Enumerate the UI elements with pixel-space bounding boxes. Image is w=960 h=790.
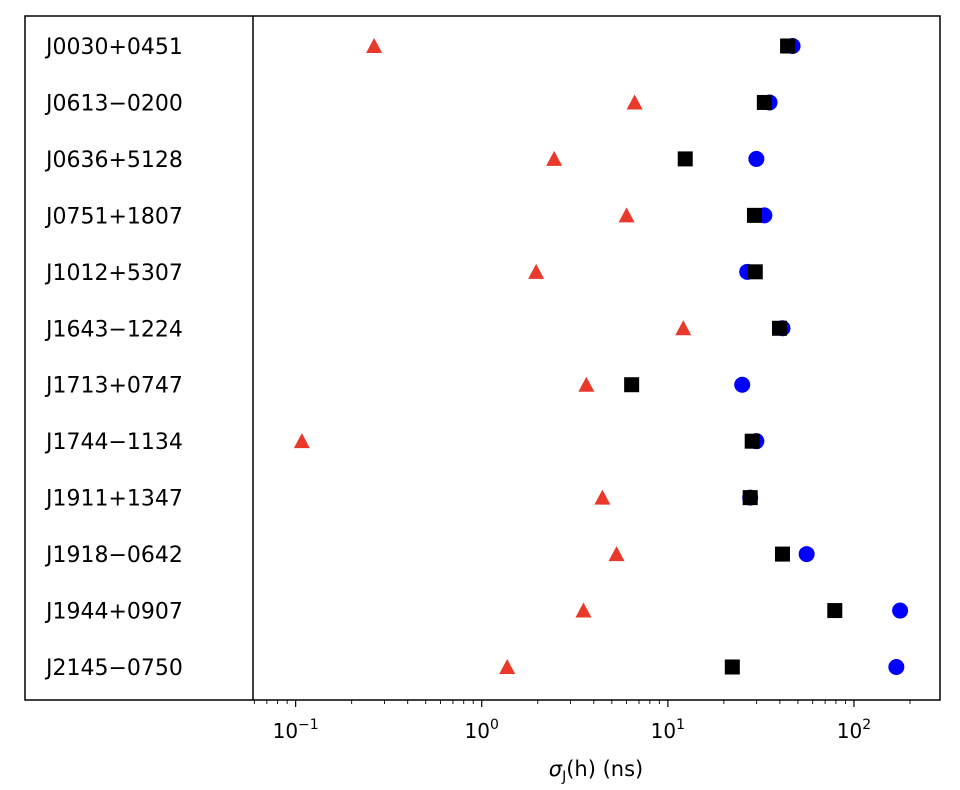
x-tick-label: 100 — [465, 717, 499, 743]
x-tick-label: 102 — [837, 717, 871, 743]
triangle-point — [594, 489, 611, 505]
circle-point — [892, 602, 909, 619]
triangle-point — [366, 38, 383, 53]
circle-point — [888, 659, 905, 675]
square-point — [746, 207, 762, 223]
triangle-point — [578, 376, 595, 392]
triangle-point — [546, 150, 563, 166]
x-axis-label: σJ(h) (ns) — [549, 757, 643, 785]
triangle-point — [608, 546, 625, 562]
square-point — [756, 94, 772, 110]
y-tick-label: J1911+1347 — [44, 487, 183, 512]
square-point — [724, 659, 740, 675]
triangle-point — [626, 94, 643, 110]
y-tick-label: J1918−0642 — [44, 543, 183, 568]
x-tick-label: 101 — [651, 717, 685, 743]
triangle-point — [675, 320, 692, 336]
y-tick-label: J0613−0200 — [44, 91, 183, 116]
square-point — [742, 490, 758, 506]
square-point — [780, 38, 796, 54]
circle-point — [798, 546, 815, 563]
circle-point — [734, 376, 751, 393]
y-tick-label: J0751+1807 — [44, 204, 183, 229]
circle-point — [748, 150, 765, 167]
triangle-point — [499, 659, 516, 674]
triangle-point — [293, 433, 310, 449]
y-tick-label: J1744−1134 — [44, 430, 183, 455]
y-tick-label: J2145−0750 — [44, 656, 183, 681]
square-point — [677, 151, 693, 167]
square-point — [827, 603, 843, 619]
plot-frame — [24, 15, 941, 701]
square-point — [744, 433, 760, 449]
y-tick-label: J1012+5307 — [44, 261, 183, 286]
square-point — [774, 546, 790, 562]
square-point — [747, 264, 763, 280]
y-tick-label: J0030+0451 — [44, 35, 183, 60]
triangle-point — [618, 207, 635, 223]
triangle-point — [575, 602, 592, 618]
x-tick-label: 10−1 — [273, 717, 319, 743]
y-tick-label: J1944+0907 — [44, 600, 183, 625]
y-tick-label: J1643−1224 — [44, 317, 183, 342]
triangle-point — [528, 263, 545, 279]
y-tick-label: J0636+5128 — [44, 148, 183, 173]
y-tick-label: J1713+0747 — [44, 374, 183, 399]
square-point — [624, 377, 640, 393]
square-point — [771, 320, 787, 336]
